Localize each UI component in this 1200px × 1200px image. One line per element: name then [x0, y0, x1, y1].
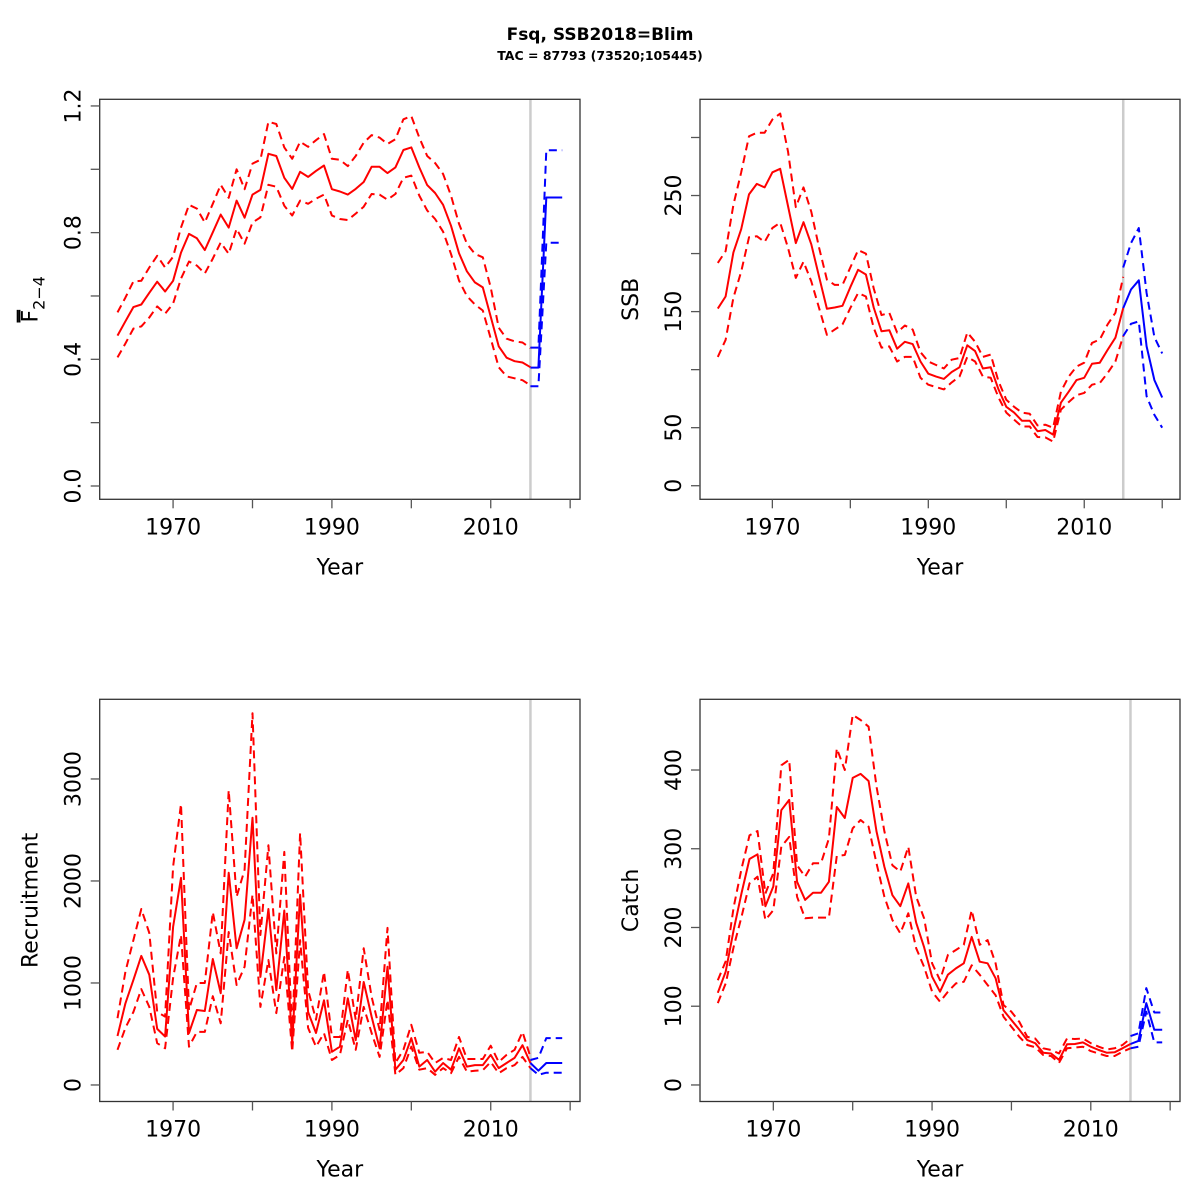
- historical-lower-line: [716, 819, 1131, 1064]
- x-tick-label: 1990: [900, 515, 956, 540]
- forecast-estimate-line: [1122, 279, 1164, 398]
- y-axis-title: Catch: [619, 869, 644, 933]
- forecast-lower-line: [529, 1067, 563, 1076]
- panel-fbar: 1970 1990 2010 0.0 0.4 0.8 1.2 Year F2−4: [19, 88, 581, 580]
- figure-subtitle: TAC = 87793 (73520;105445): [497, 48, 703, 63]
- y-tick-label: 0.8: [62, 215, 87, 250]
- x-tick-label: 2010: [463, 1118, 519, 1143]
- y-tick-label: 1.2: [62, 88, 87, 123]
- historical-estimate-line: [716, 167, 1125, 436]
- x-tick-label: 1990: [904, 1118, 960, 1143]
- x-tick-label: 2010: [1063, 1118, 1119, 1143]
- x-axis-title: Year: [316, 555, 365, 580]
- x-axis-title: Year: [316, 1158, 365, 1183]
- forecast-upper-line: [530, 1037, 563, 1061]
- historical-lower-line: [716, 221, 1125, 443]
- y-tick-label: 200: [662, 906, 687, 948]
- x-tick-label: 2010: [1056, 515, 1112, 540]
- panel-ssb: 1970 1990 2010 0 50 150 250 Year SSB: [619, 98, 1181, 580]
- y-axis-title-main: F: [19, 310, 44, 323]
- y-axis-title-subscript: 2−4: [30, 276, 49, 310]
- historical-estimate-line: [116, 816, 532, 1073]
- y-axis-title: F2−4: [19, 276, 49, 322]
- plot-frame: [699, 698, 1181, 1103]
- y-tick-label: 100: [662, 985, 687, 1027]
- y-tick-label: 0.4: [62, 342, 87, 377]
- y-tick-label: 0: [662, 479, 687, 493]
- forecast-lower-line: [530, 241, 563, 388]
- y-tick-label: 3000: [62, 751, 87, 807]
- y-tick-label: 250: [662, 175, 687, 217]
- panel-catch: 1970 1990 2010 0 100 200 300 400 Year Catch: [619, 698, 1181, 1183]
- y-tick-label: 1000: [62, 955, 87, 1011]
- x-tick-label: 1970: [745, 1118, 801, 1143]
- forecast-upper-line: [1130, 987, 1163, 1038]
- historical-upper-line: [716, 112, 1125, 429]
- historical-upper-line: [116, 115, 531, 350]
- historical-upper-line: [716, 713, 1132, 1055]
- forecast-lower-line: [1122, 320, 1164, 429]
- x-tick-label: 2010: [463, 515, 519, 540]
- x-tick-label: 1990: [304, 1118, 360, 1143]
- y-tick-label: 150: [662, 291, 687, 333]
- y-tick-label: 0: [62, 1078, 87, 1092]
- plot-frame: [99, 98, 581, 500]
- y-tick-label: 300: [662, 828, 687, 870]
- y-axis-title-main: SSB: [619, 278, 644, 321]
- plot-frame: [699, 98, 1181, 500]
- x-tick-label: 1970: [744, 515, 800, 540]
- historical-upper-line: [116, 712, 532, 1064]
- y-axis-title: SSB: [619, 278, 644, 321]
- plot-frame: [99, 698, 581, 1103]
- forecast-estimate-line: [529, 1062, 563, 1072]
- y-tick-label: 2000: [62, 853, 87, 909]
- x-axis-title: Year: [916, 1158, 965, 1183]
- x-tick-label: 1970: [145, 515, 201, 540]
- x-tick-label: 1990: [304, 515, 360, 540]
- forecast-lower-line: [1130, 1010, 1163, 1050]
- forecast-estimate-line: [530, 196, 563, 369]
- y-tick-label: 0.0: [62, 468, 87, 503]
- panel-recruitment: 1970 1990 2010 0 1000 2000 3000 Year Recruitment: [19, 698, 581, 1183]
- y-tick-label: 0: [662, 1078, 687, 1092]
- y-tick-label: 50: [662, 414, 687, 442]
- figure-title: Fsq, SSB2018=Blim: [507, 25, 694, 45]
- forecast-upper-line: [530, 149, 563, 349]
- y-axis-title-main: Recruitment: [19, 832, 44, 968]
- forecast-estimate-line: [1130, 1002, 1163, 1045]
- y-axis-title-main: Catch: [619, 869, 644, 933]
- x-axis-title: Year: [916, 555, 965, 580]
- historical-estimate-line: [716, 772, 1131, 1061]
- x-tick-label: 1970: [145, 1118, 201, 1143]
- y-tick-label: 400: [662, 749, 687, 791]
- y-axis-title: Recruitment: [19, 832, 44, 968]
- historical-estimate-line: [116, 146, 531, 369]
